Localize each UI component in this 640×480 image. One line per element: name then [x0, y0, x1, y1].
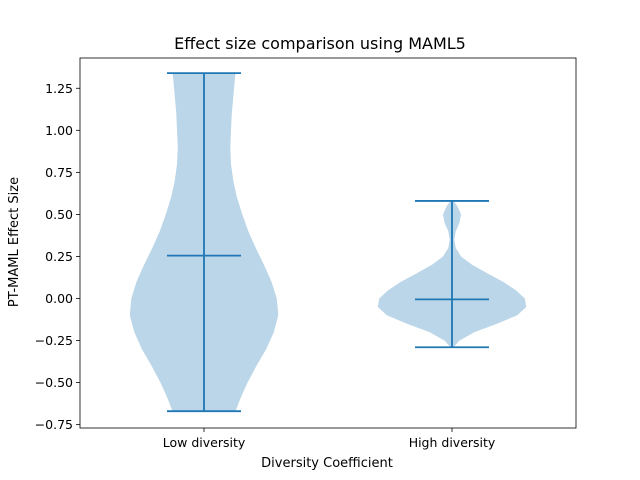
x-tick-label-low-diversity: Low diversity — [163, 435, 246, 450]
chart-title: Effect size comparison using MAML5 — [174, 34, 466, 53]
y-tick-label: 0.00 — [45, 291, 73, 306]
y-tick-label: 1.25 — [45, 81, 73, 96]
x-tick-label-high-diversity: High diversity — [409, 435, 496, 450]
violin-high-diversity — [377, 200, 527, 349]
y-tick-label: 1.00 — [45, 123, 73, 138]
y-tick-label: 0.50 — [45, 207, 73, 222]
y-tick-label: 0.75 — [45, 165, 73, 180]
axes: Low diversity High diversity −0.75 −0.50 −0.… — [35, 57, 577, 450]
y-tick-label: −0.75 — [35, 417, 73, 432]
y-tick-label: −0.50 — [35, 375, 73, 390]
x-axis-label: Diversity Coefficient — [261, 456, 393, 471]
plot-area — [129, 72, 527, 413]
y-tick-label: −0.25 — [35, 333, 73, 348]
y-axis-label: PT-MAML Effect Size — [7, 177, 22, 307]
plot-frame — [79, 57, 577, 429]
violin-low-diversity — [129, 72, 279, 413]
y-tick-label: 0.25 — [45, 249, 73, 264]
